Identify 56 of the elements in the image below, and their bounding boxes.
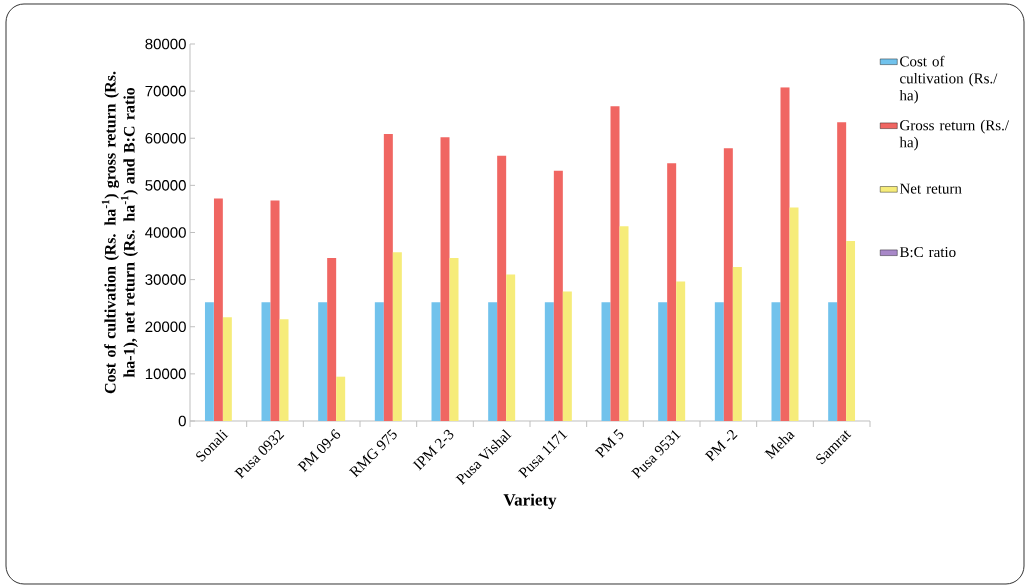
y-tick-label: 10000 <box>145 368 186 380</box>
x-tick-label: PM 09-6 <box>297 429 341 473</box>
legend-label: B:C ratio <box>899 247 956 258</box>
legend-label: Net return <box>899 183 962 194</box>
bar <box>544 302 554 421</box>
bar <box>667 163 677 421</box>
bar <box>327 257 337 421</box>
y-tick-label: 50000 <box>145 180 186 191</box>
bar <box>270 200 280 421</box>
bar <box>392 252 402 421</box>
bar <box>497 155 507 421</box>
bar <box>440 137 450 421</box>
bar <box>723 148 733 421</box>
bar <box>732 266 742 421</box>
x-axis-title: Variety <box>503 493 557 510</box>
bar <box>553 170 563 421</box>
y-tick-label: 80000 <box>145 38 186 50</box>
bar <box>562 291 572 421</box>
bar <box>488 302 498 421</box>
bar <box>204 302 214 421</box>
bar <box>676 281 686 421</box>
bar <box>771 302 781 421</box>
y-tick-label: 40000 <box>145 227 186 238</box>
bar <box>336 376 346 421</box>
bar <box>789 207 799 421</box>
bar <box>431 302 441 421</box>
y-tick-label: 60000 <box>145 132 186 144</box>
bar <box>213 198 223 421</box>
bar <box>449 257 459 421</box>
bar <box>714 302 724 421</box>
x-tick-label: Pusa 0932 <box>234 429 285 479</box>
bar <box>780 87 790 421</box>
bar <box>506 274 516 421</box>
y-tick-label: 30000 <box>145 274 186 285</box>
bar <box>846 240 856 421</box>
legend-label: Gross return (Rs./ ha) <box>899 119 1010 151</box>
y-tick-label: 70000 <box>145 85 186 97</box>
bar <box>374 302 384 421</box>
bar <box>279 319 289 421</box>
x-tick-label: PM -2 <box>704 429 738 462</box>
x-tick-label: Pusa 1171 <box>518 430 568 479</box>
bar <box>261 302 271 421</box>
bar <box>610 106 620 421</box>
y-tick-label: 0 <box>178 415 186 427</box>
bar <box>222 317 232 421</box>
bar <box>318 302 328 421</box>
x-tick-label: PM 5 <box>594 429 624 459</box>
legend-label: Cost of cultivation (Rs./ ha) <box>899 55 998 104</box>
bar <box>837 122 847 421</box>
bar <box>828 302 838 421</box>
bar <box>383 134 393 421</box>
bar <box>619 226 629 421</box>
bar <box>658 302 668 421</box>
y-axis-title: Cost of cultivation (Rs. ha$^{-1}$) gross return (Rs. ha-1), net return (Rs. ha$^{-1}$) and B:C ratio <box>101 71 138 394</box>
y-tick-label: 20000 <box>145 321 186 333</box>
bar <box>601 302 611 421</box>
